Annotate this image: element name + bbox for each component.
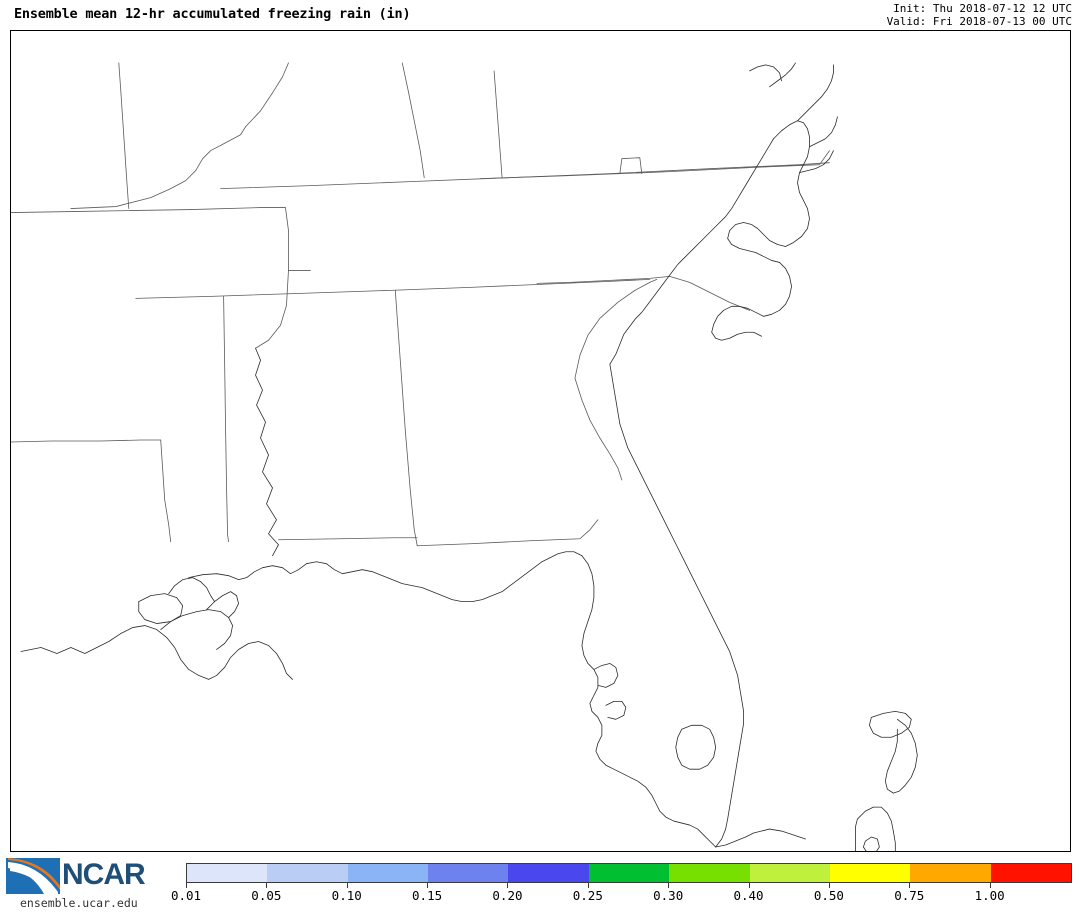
colorbar-tick-label: 0.20	[492, 888, 523, 903]
map-geography	[11, 31, 1070, 851]
footer-bar: NCAR ensemble.ucar.edu 0.01 0.05 0.10 0.15 0…	[0, 852, 1080, 915]
page-title: Ensemble mean 12-hr accumulated freezing…	[14, 6, 411, 22]
colorbar-tick-label: 0.30	[653, 888, 684, 903]
colorbar-segment	[428, 864, 509, 882]
colorbar-tick-label: 1.00	[974, 888, 1005, 903]
colorbar-segment	[829, 864, 911, 882]
colorbar-tick	[266, 883, 268, 888]
colorbar-segment	[990, 864, 1071, 882]
colorbar-tick	[587, 883, 589, 888]
colorbar-tick-label: 0.25	[572, 888, 603, 903]
colorbar-tick	[909, 883, 911, 888]
colorbar-segments	[186, 863, 1072, 883]
coastlines	[21, 63, 917, 851]
colorbar-labels: 0.01 0.05 0.10 0.15 0.20 0.25 0.30 0.40 0.50 0.75…	[171, 888, 1072, 908]
colorbar-tick-label: 0.10	[331, 888, 362, 903]
init-time-label: Init: Thu 2018-07-12 12 UTC	[893, 2, 1072, 15]
colorbar-tick	[828, 883, 830, 888]
colorbar-segment	[508, 864, 589, 882]
colorbar-tick	[427, 883, 429, 888]
colorbar-segment	[910, 864, 991, 882]
forecast-timestamps: Init: Thu 2018-07-12 12 UTC Valid: Fri 2…	[887, 2, 1072, 28]
state-boundaries	[11, 63, 829, 556]
ncar-logo-mark	[6, 858, 60, 894]
colorbar-tick-label: 0.50	[813, 888, 844, 903]
colorbar-segment	[588, 864, 670, 882]
colorbar-tick-label: 0.15	[412, 888, 443, 903]
colorbar-tick	[668, 883, 670, 888]
colorbar-segment	[749, 864, 830, 882]
colorbar-segment	[347, 864, 429, 882]
colorbar-segment	[669, 864, 750, 882]
colorbar-tick	[748, 883, 750, 888]
colorbar-tick	[346, 883, 348, 888]
ncar-logo[interactable]: NCAR ensemble.ucar.edu	[2, 854, 170, 912]
colorbar-tick	[507, 883, 509, 888]
ncar-url-label: ensemble.ucar.edu	[20, 896, 138, 910]
colorbar-tick-label: 0.05	[251, 888, 282, 903]
ncar-wordmark: NCAR	[62, 858, 146, 891]
map-panel[interactable]	[10, 30, 1071, 852]
colorbar-tick	[989, 883, 991, 888]
colorbar-ticks	[186, 883, 1072, 889]
valid-time-label: Valid: Fri 2018-07-13 00 UTC	[886, 15, 1072, 28]
colorbar-tick-label: 0.01	[170, 888, 202, 903]
colorbar-tick	[186, 883, 187, 888]
colorbar-segment	[267, 864, 348, 882]
colorbar-segment	[187, 864, 268, 882]
header-bar: Ensemble mean 12-hr accumulated freezing…	[0, 0, 1080, 30]
colorbar-tick-label: 0.40	[733, 888, 764, 903]
colorbar: 0.01 0.05 0.10 0.15 0.20 0.25 0.30 0.40 0.50 0.75…	[171, 863, 1072, 911]
colorbar-tick-label: 0.75	[894, 888, 925, 903]
